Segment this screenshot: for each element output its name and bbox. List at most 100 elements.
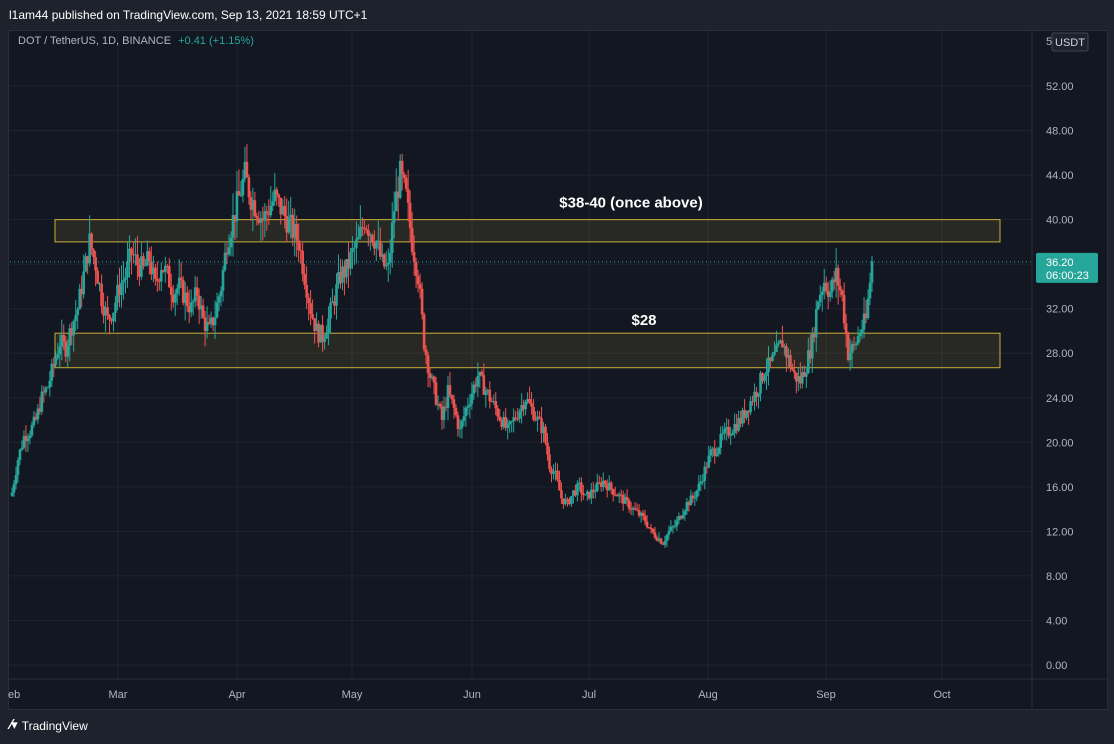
- candle: [621, 490, 625, 511]
- candle: [468, 394, 472, 419]
- candle: [179, 262, 183, 289]
- candle: [235, 171, 239, 238]
- candle: [572, 490, 575, 504]
- candle: [695, 489, 699, 502]
- candle: [169, 273, 173, 311]
- footer-bar: [0, 710, 1114, 744]
- candle: [68, 323, 72, 362]
- candle: [635, 503, 639, 512]
- candle: [651, 528, 655, 535]
- candle: [50, 358, 54, 387]
- time-tick-label: Jun: [463, 689, 481, 701]
- candle: [490, 397, 494, 403]
- candle: [838, 278, 842, 298]
- candle: [203, 310, 207, 347]
- candle: [556, 463, 559, 482]
- candle: [810, 327, 814, 373]
- candle: [597, 475, 601, 485]
- currency-badge[interactable]: [1051, 32, 1089, 52]
- candle: [649, 523, 653, 534]
- candle: [540, 406, 543, 444]
- candle: [213, 300, 217, 339]
- candle: [84, 252, 87, 273]
- candle: [112, 312, 115, 332]
- price-zone[interactable]: [54, 332, 1001, 369]
- candle: [707, 445, 711, 469]
- candle: [452, 394, 456, 419]
- candle: [590, 482, 593, 505]
- candle: [321, 315, 324, 352]
- candle: [582, 484, 585, 500]
- candle: [803, 365, 806, 377]
- candle: [128, 235, 131, 278]
- candle: [382, 252, 386, 269]
- time-tick-label: May: [342, 689, 363, 701]
- candle: [812, 326, 816, 343]
- time-tick-label: Sep: [816, 689, 836, 701]
- candle: [416, 270, 420, 293]
- candle: [353, 241, 356, 265]
- candle: [685, 497, 689, 515]
- candle: [408, 190, 412, 243]
- candle: [424, 345, 428, 365]
- candle: [532, 399, 535, 422]
- candle: [307, 293, 310, 321]
- candle: [283, 195, 287, 229]
- price-tick-label: 44.00: [1046, 170, 1074, 182]
- candle: [428, 367, 432, 388]
- candle: [52, 357, 56, 378]
- candle: [751, 395, 754, 406]
- candle: [725, 418, 728, 441]
- candle: [729, 426, 732, 445]
- candle: [205, 306, 209, 339]
- candle: [476, 362, 480, 397]
- price-tick-label: 48.00: [1046, 126, 1074, 138]
- candle: [852, 336, 856, 351]
- candle: [669, 520, 673, 533]
- price-tick-label: 4.00: [1046, 615, 1067, 627]
- candle: [693, 491, 697, 506]
- candle: [605, 479, 609, 498]
- candle: [689, 489, 693, 506]
- candle: [279, 197, 283, 225]
- candle: [363, 219, 366, 235]
- candle: [864, 299, 868, 324]
- candle: [88, 215, 91, 267]
- candle: [822, 268, 826, 300]
- candle: [243, 146, 247, 183]
- candle: [830, 276, 834, 299]
- candle: [683, 509, 687, 521]
- candle: [150, 246, 153, 281]
- candle: [132, 241, 135, 264]
- candle: [806, 337, 810, 375]
- candle: [158, 277, 161, 291]
- candle: [530, 392, 533, 415]
- candle: [791, 363, 794, 372]
- symbol-legend[interactable]: DOT / TetherUS, 1D, BINANCE +0.41 (+1.15…: [18, 35, 254, 47]
- candle: [355, 221, 358, 264]
- candle: [588, 491, 591, 500]
- candle: [102, 292, 105, 324]
- publish-header: l1am44 published on TradingView.com, Sep…: [0, 0, 1114, 30]
- candle: [217, 293, 221, 312]
- chart-pane[interactable]: [8, 30, 1108, 710]
- price-zone[interactable]: [54, 219, 1001, 243]
- tradingview-brand[interactable]: ⁄▾ TradingView: [10, 718, 88, 733]
- candle: [520, 393, 523, 424]
- candle: [209, 311, 213, 328]
- candle: [48, 371, 52, 397]
- candle: [66, 339, 70, 368]
- candle: [657, 532, 661, 543]
- candle: [406, 169, 410, 222]
- candle: [434, 376, 438, 407]
- candle: [392, 191, 396, 239]
- candle: [727, 419, 730, 439]
- candle: [42, 386, 46, 403]
- candle: [488, 381, 492, 409]
- candle: [58, 334, 62, 368]
- candle: [860, 319, 864, 339]
- candle: [615, 493, 619, 497]
- candle: [856, 326, 860, 346]
- candle: [458, 419, 462, 438]
